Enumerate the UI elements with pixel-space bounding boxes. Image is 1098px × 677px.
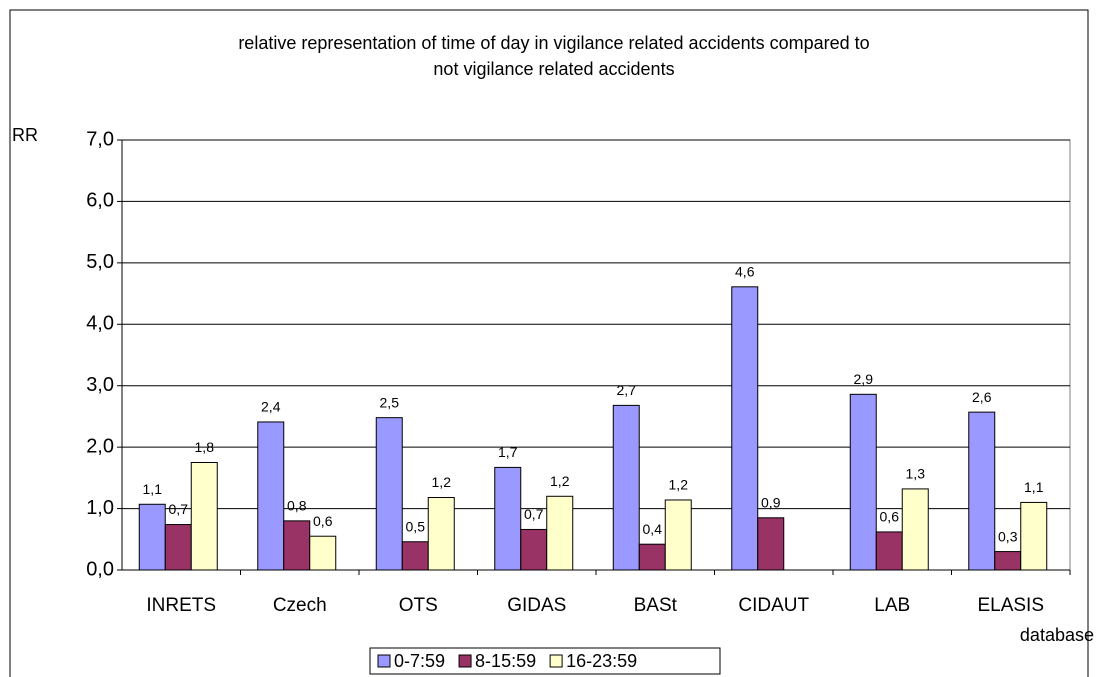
legend-box	[369, 647, 721, 675]
x-tick-label: ELASIS	[977, 595, 1044, 616]
chart-frame	[9, 9, 1089, 677]
y-tick-label: 0,0	[86, 558, 114, 580]
x-tick-label: GIDAS	[507, 595, 566, 616]
legend-label: 0-7:59	[394, 651, 445, 671]
x-tick-label: BASt	[634, 595, 678, 616]
legend-label: 16-23:59	[566, 651, 637, 671]
value-label: 1,1	[1024, 479, 1044, 495]
value-label: 1,3	[906, 466, 926, 482]
value-label: 1,7	[498, 444, 518, 460]
chart-title: relative representation of time of day i…	[238, 33, 869, 53]
value-label: 1,2	[550, 473, 570, 489]
legend-swatch	[458, 654, 472, 668]
bar	[638, 543, 666, 571]
bar	[494, 466, 522, 571]
value-label: 0,8	[287, 498, 307, 514]
value-label: 0,7	[169, 501, 189, 517]
value-label: 2,5	[380, 394, 400, 410]
value-label: 0,9	[761, 494, 781, 510]
y-tick-label: 5,0	[86, 251, 114, 273]
bar	[1020, 501, 1048, 571]
x-tick-label: INRETS	[146, 595, 216, 616]
bar	[875, 531, 903, 571]
value-label: 2,4	[261, 399, 281, 415]
y-tick-label: 7,0	[86, 128, 114, 150]
bar	[849, 393, 877, 571]
x-tick-label: CIDAUT	[738, 595, 809, 616]
value-label: 0,6	[313, 513, 333, 529]
value-label: 2,6	[972, 389, 992, 405]
bar	[546, 495, 574, 571]
bar	[257, 421, 285, 571]
bar	[901, 488, 929, 571]
value-label: 1,2	[669, 477, 689, 493]
x-axis-label: database	[1020, 625, 1094, 645]
value-label: 0,7	[524, 506, 544, 522]
value-label: 0,6	[880, 509, 900, 525]
x-tick-label: Czech	[273, 595, 327, 616]
y-tick-label: 1,0	[86, 497, 114, 519]
bar	[375, 417, 403, 571]
x-tick-label: LAB	[874, 595, 910, 616]
y-tick-label: 3,0	[86, 374, 114, 396]
y-tick-label: 2,0	[86, 435, 114, 457]
x-tick-label: OTS	[399, 595, 438, 616]
value-label: 4,6	[735, 264, 755, 280]
bar	[190, 462, 218, 571]
y-tick-label: 6,0	[86, 190, 114, 212]
legend-swatch	[549, 654, 563, 668]
legend-label: 8-15:59	[475, 651, 536, 671]
y-tick-label: 4,0	[86, 313, 114, 335]
bar	[612, 404, 640, 571]
value-label: 2,9	[854, 371, 874, 387]
bar	[427, 497, 455, 571]
bar	[731, 286, 759, 571]
value-label: 0,5	[406, 518, 426, 534]
value-label: 1,2	[432, 474, 452, 490]
bar	[994, 551, 1022, 571]
value-label: 0,4	[643, 521, 663, 537]
chart-title: not vigilance related accidents	[433, 59, 674, 79]
value-label: 1,8	[195, 439, 215, 455]
bar	[968, 411, 996, 571]
legend-swatch	[377, 654, 391, 668]
bar	[138, 503, 166, 571]
bar	[664, 499, 692, 571]
bar	[520, 528, 548, 571]
bar	[401, 541, 429, 571]
value-label: 1,1	[143, 481, 163, 497]
value-label: 0,3	[998, 528, 1018, 544]
bar	[283, 520, 311, 571]
y-axis-label: RR	[12, 125, 38, 145]
bar	[757, 517, 785, 571]
bar	[164, 524, 192, 571]
bar	[309, 535, 337, 571]
value-label: 2,7	[617, 382, 637, 398]
